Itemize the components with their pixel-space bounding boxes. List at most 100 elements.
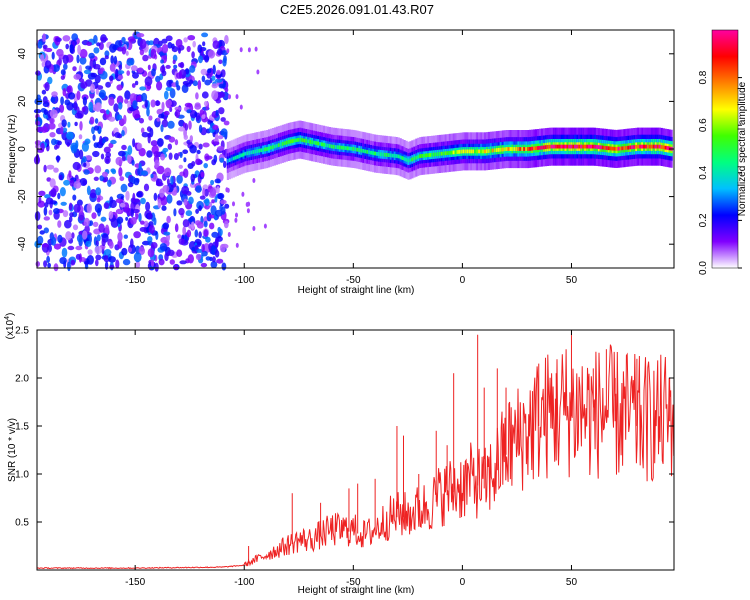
heatmap-noise-cell — [92, 134, 96, 142]
heatmap-noise-cell — [118, 102, 123, 110]
heatmap-noise-cell — [89, 116, 95, 125]
heatmap-noise-cell — [140, 197, 146, 205]
spectrogram-y-tick-label: -40 — [17, 237, 28, 252]
heatmap-noise-cell — [45, 47, 53, 53]
heatmap-ridge-cell — [513, 147, 516, 151]
heatmap-ridge-cell — [489, 148, 493, 153]
heatmap-noise-cell — [40, 126, 48, 133]
heatmap-ridge-cell — [379, 152, 383, 157]
heatmap-noise-cell — [148, 115, 153, 121]
heatmap-noise-cell — [139, 117, 144, 124]
heatmap-noise-cell — [62, 54, 69, 65]
heatmap-ridge-cell — [419, 154, 422, 158]
heatmap-ridge-cell — [601, 145, 604, 150]
heatmap-noise-cell — [205, 236, 211, 243]
heatmap-noise-cell — [203, 229, 209, 238]
heatmap-noise-cell — [121, 36, 126, 44]
heatmap-noise-cell — [191, 161, 196, 167]
heatmap-noise-cell — [191, 51, 195, 59]
heatmap-noise-cell — [70, 259, 76, 266]
heatmap-noise-cell — [188, 120, 192, 130]
colorbar-gradient — [711, 29, 739, 269]
heatmap-noise-cell — [76, 90, 81, 101]
heatmap-noise-cell — [84, 138, 91, 145]
heatmap-noise-cell — [68, 216, 73, 223]
heatmap-fringe-cell — [228, 94, 231, 100]
heatmap-noise-cell — [76, 54, 80, 64]
heatmap-noise-cell — [155, 75, 161, 83]
heatmap-noise-cell — [40, 142, 45, 152]
heatmap-noise-cell — [183, 37, 188, 43]
heatmap-ridge-cell — [448, 151, 451, 155]
heatmap-noise-cell — [217, 192, 225, 200]
heatmap-noise-cell — [106, 109, 110, 115]
heatmap-noise-cell — [79, 121, 83, 131]
heatmap-noise-cell — [65, 231, 72, 241]
heatmap-noise-cell — [211, 199, 216, 204]
heatmap-noise-cell — [156, 117, 161, 122]
heatmap-noise-cell — [219, 204, 223, 212]
heatmap-noise-cell — [85, 240, 92, 247]
heatmap-noise-cell — [49, 132, 56, 138]
heatmap-noise-cell — [53, 263, 59, 272]
heatmap-ridge-cell — [356, 147, 359, 152]
spectrogram-x-tick-label: -150 — [125, 275, 145, 286]
heatmap-ridge-cell — [326, 143, 330, 148]
heatmap-ridge-cell — [599, 145, 602, 150]
heatmap-ridge-cell — [307, 139, 310, 144]
heatmap-noise-cell — [48, 122, 56, 130]
heatmap-noise-cell — [95, 259, 99, 267]
heatmap-noise-cell — [147, 64, 151, 71]
heatmap-ridge-cell — [480, 149, 483, 154]
heatmap-noise-cell — [98, 223, 105, 233]
heatmap-ridge-cell — [421, 154, 424, 158]
heatmap-noise-cell — [195, 185, 202, 193]
spectrogram-y-ticks: -40 -20 0 20 40 — [17, 48, 674, 252]
heatmap-noise-cell — [51, 91, 58, 97]
heatmap-noise-cell — [96, 234, 101, 242]
heatmap-noise-cell — [218, 83, 226, 89]
heatmap-noise-cell — [168, 136, 176, 143]
heatmap-noise-cell — [51, 51, 55, 60]
heatmap-noise-cell — [156, 81, 163, 91]
heatmap-noise-cell — [61, 247, 68, 258]
heatmap-noise-cell — [220, 69, 226, 78]
heatmap-fringe-cell — [246, 208, 250, 214]
heatmap-noise-cell — [96, 102, 102, 111]
heatmap-noise-cell — [179, 260, 187, 265]
heatmap-noise-cell — [161, 38, 168, 44]
heatmap-ridge-cell — [452, 150, 455, 155]
heatmap-ridge-cell — [372, 151, 375, 155]
heatmap-noise-cell — [136, 33, 145, 38]
heatmap-noise-cell — [125, 216, 129, 221]
heatmap-noise-cell — [116, 95, 124, 105]
heatmap-noise-cell — [79, 56, 87, 65]
heatmap-noise-cell — [198, 55, 203, 64]
heatmap-ridge-cell — [346, 146, 349, 151]
heatmap-noise-cell — [170, 175, 174, 185]
heatmap-noise-cell — [93, 47, 100, 54]
heatmap-noise-cell — [98, 92, 105, 98]
heatmap-noise-cell — [155, 182, 164, 187]
heatmap-ridge-cell — [566, 144, 569, 149]
heatmap-noise-cell — [109, 43, 117, 53]
heatmap-ridge-cell — [658, 144, 661, 149]
heatmap-noise-cell — [183, 157, 187, 163]
heatmap-noise-cell — [43, 260, 48, 268]
heatmap-ridge-cell — [273, 144, 277, 149]
heatmap-noise-cell — [108, 96, 115, 106]
heatmap-noise-cell — [70, 142, 78, 152]
heatmap-ridge-cell — [258, 148, 261, 153]
heatmap-ridge-cell — [289, 139, 292, 144]
spectrogram-x-tick-label: -100 — [234, 275, 254, 286]
heatmap-noise-cell — [127, 100, 131, 109]
heatmap-ridge-cell — [378, 152, 381, 156]
heatmap-noise-cell — [37, 224, 43, 230]
heatmap-noise-cell — [44, 60, 52, 69]
heatmap-ridge-cell — [321, 142, 324, 147]
heatmap-ridge-cell — [495, 148, 498, 152]
heatmap-noise-cell — [89, 189, 97, 199]
heatmap-noise-cell — [215, 109, 219, 117]
heatmap-noise-cell — [220, 199, 227, 205]
